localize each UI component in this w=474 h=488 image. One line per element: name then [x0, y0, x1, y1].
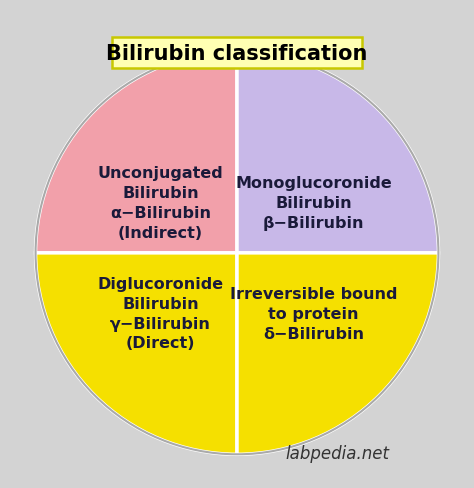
Wedge shape — [237, 253, 438, 454]
Text: Irreversible bound
to protein
δ−Bilirubin: Irreversible bound to protein δ−Bilirubi… — [230, 286, 397, 341]
Text: Unconjugated
Bilirubin
α−Bilirubin
(Indirect): Unconjugated Bilirubin α−Bilirubin (Indi… — [98, 166, 223, 240]
Text: labpedia.net: labpedia.net — [285, 445, 389, 463]
Wedge shape — [36, 253, 237, 454]
Text: Diglucoronide
Bilirubin
γ−Bilirubin
(Direct): Diglucoronide Bilirubin γ−Bilirubin (Dir… — [97, 277, 224, 351]
Wedge shape — [237, 52, 438, 253]
Text: Bilirubin classification: Bilirubin classification — [106, 43, 368, 63]
Text: Monoglucoronide
Bilirubin
β−Bilirubin: Monoglucoronide Bilirubin β−Bilirubin — [235, 176, 392, 230]
FancyBboxPatch shape — [112, 38, 362, 69]
Wedge shape — [36, 52, 237, 253]
